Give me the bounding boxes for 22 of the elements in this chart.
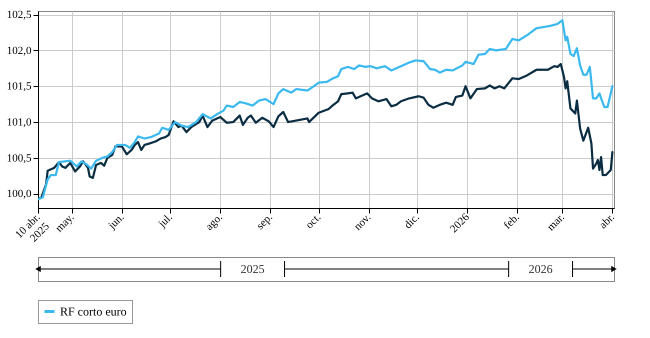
text: 2026: [528, 262, 553, 276]
y-tick-label: 102,0: [6, 44, 32, 57]
line-series: [38, 19, 614, 201]
y-tick-label: 102,5: [6, 9, 32, 22]
legend-label: RF corto euro: [60, 304, 127, 318]
x-tick-label: jun.: [106, 211, 127, 232]
y-tick-label: 101,0: [6, 116, 32, 129]
x-tick-label: ago.: [203, 211, 226, 233]
x-tick-label: may.: [53, 211, 77, 235]
x-tick-label: sep.: [254, 211, 276, 232]
x-tick-label: feb.: [502, 211, 522, 232]
x-tick-label: oct.: [304, 211, 324, 232]
y-tick-label: 101,5: [6, 80, 32, 93]
x-tick-label: nov.: [352, 211, 374, 233]
x-tick-label: jul.: [156, 211, 176, 231]
x-tick-label: mar.: [545, 211, 568, 234]
y-tick-label: 100,0: [6, 188, 32, 200]
x-tick-label: abr.: [597, 211, 618, 232]
line-series: [38, 62, 614, 200]
x-tick-label: dic.: [402, 211, 422, 232]
y-tick-label: 100,5: [6, 152, 32, 164]
text: 2025: [240, 262, 265, 276]
